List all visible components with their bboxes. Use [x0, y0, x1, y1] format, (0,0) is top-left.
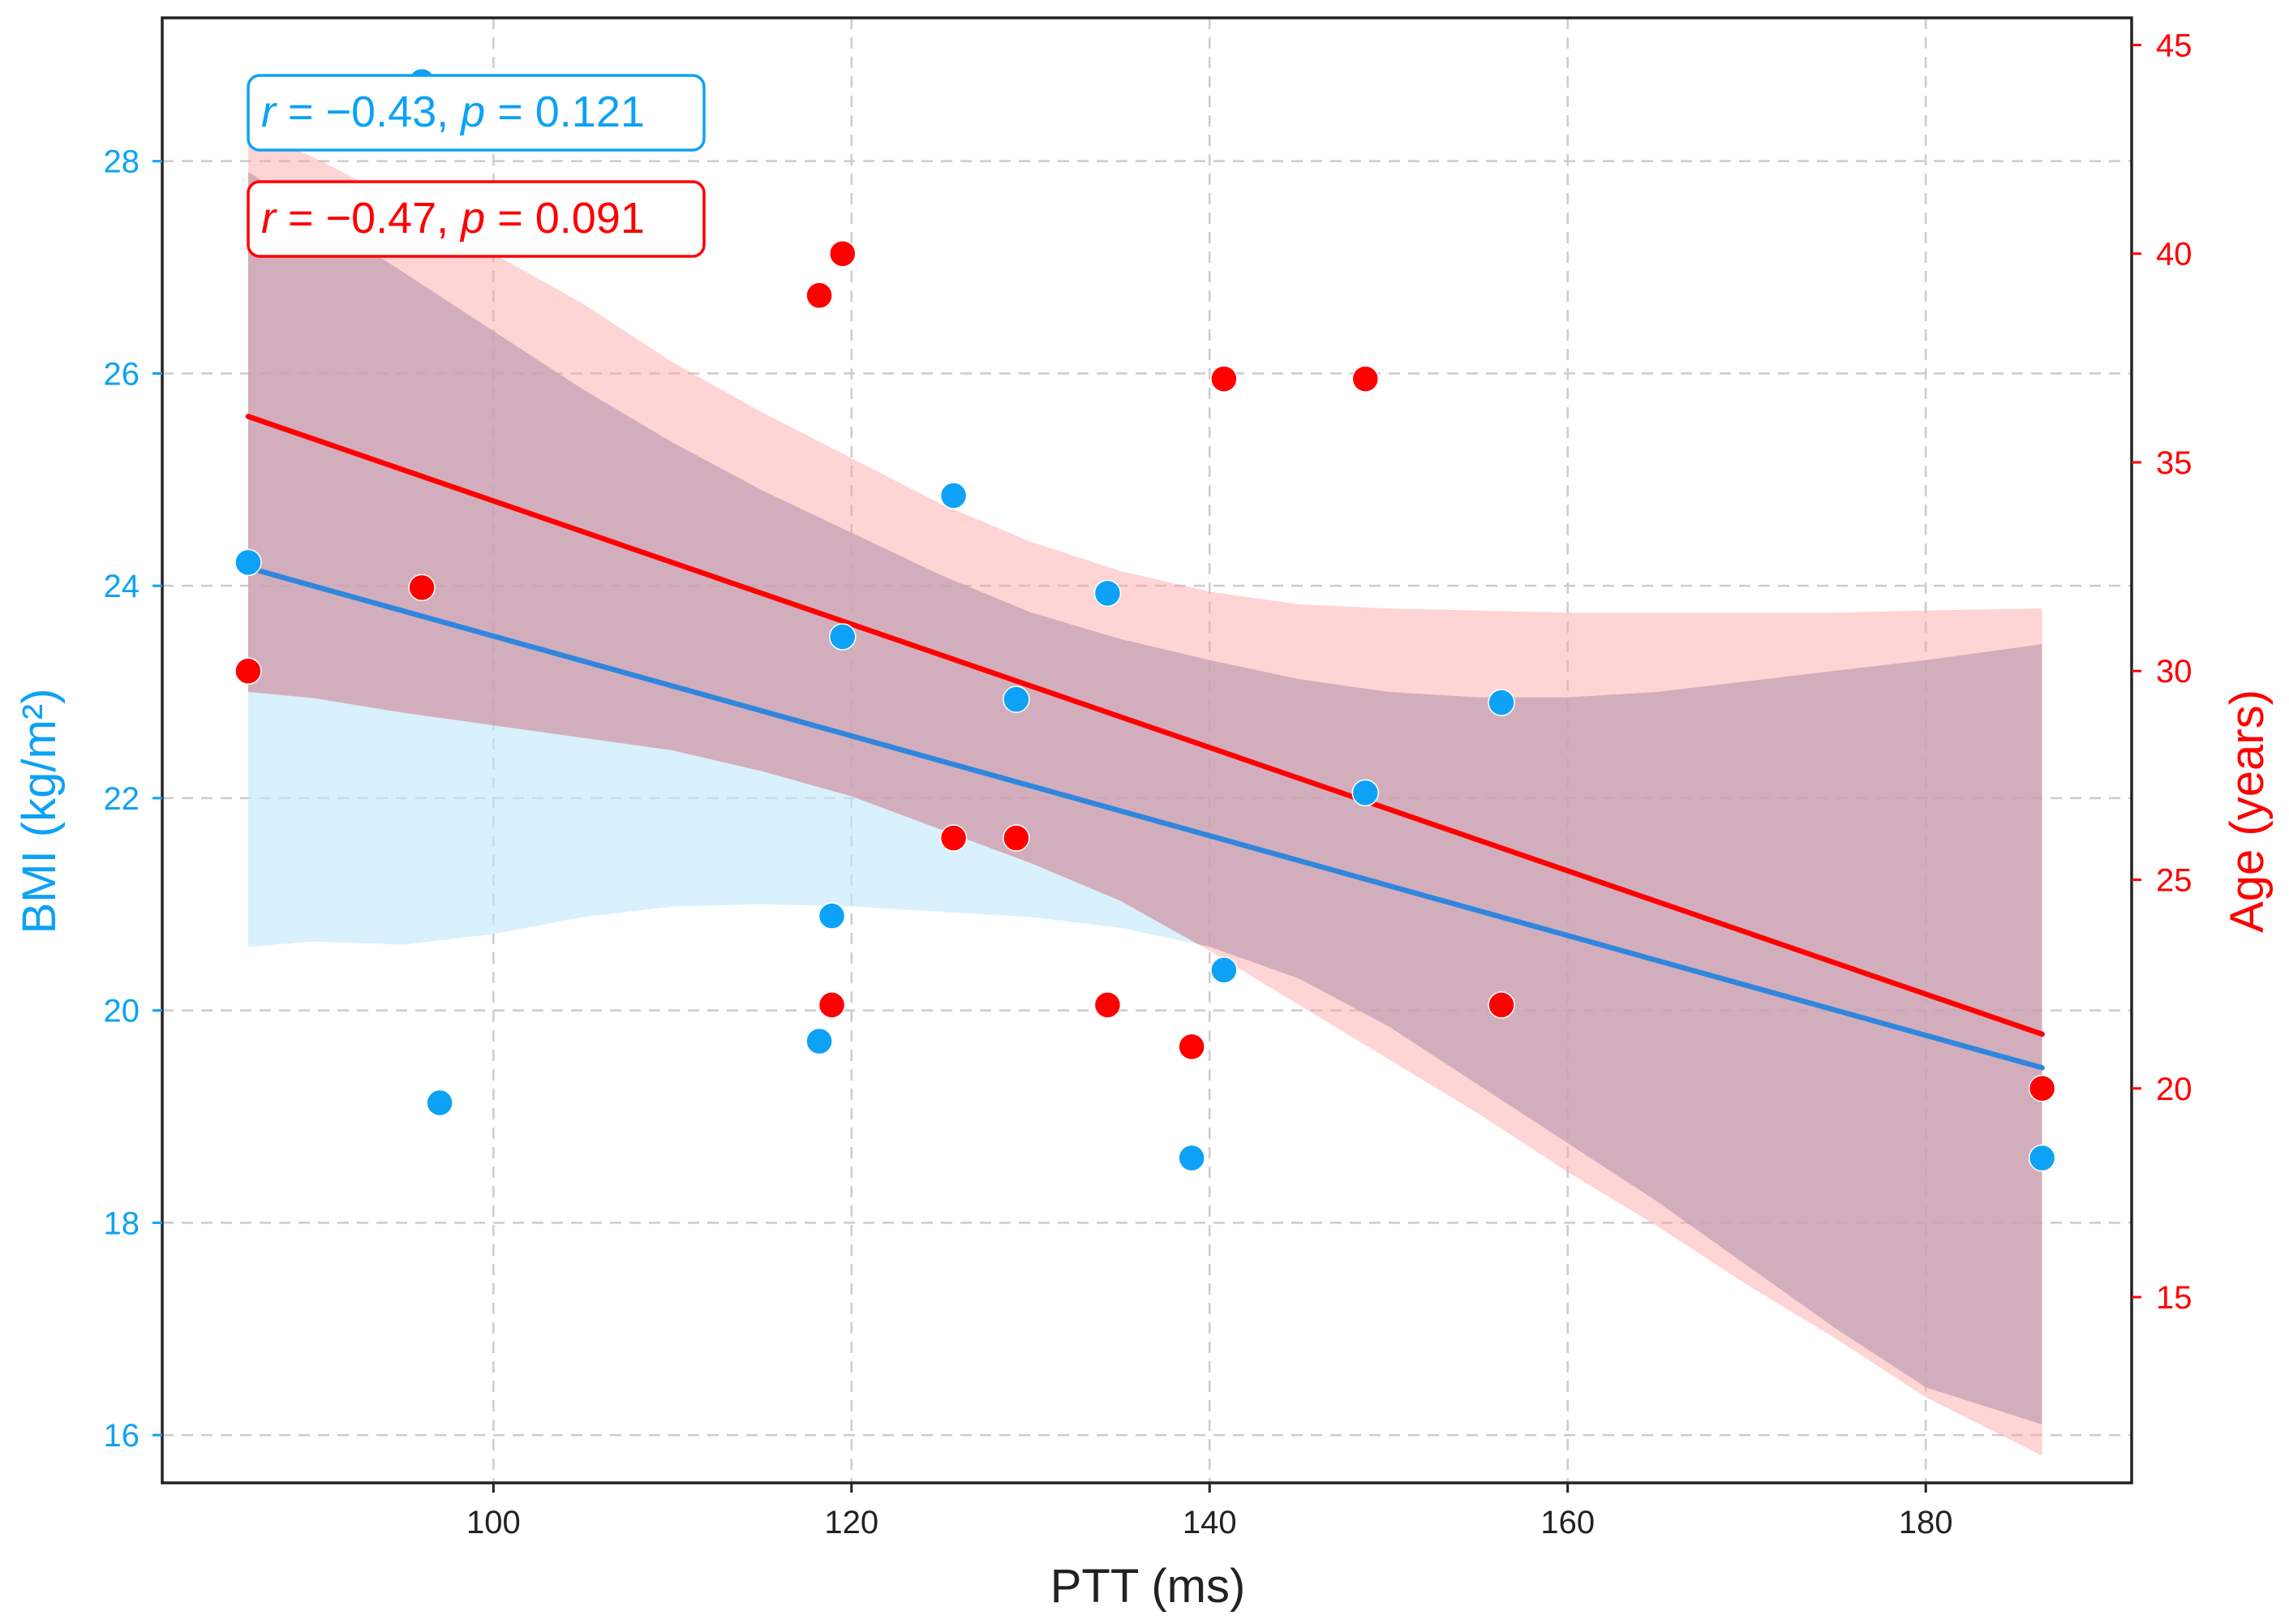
x-tick-label: 120 [824, 1505, 878, 1540]
bmi-point [1351, 779, 1380, 807]
annotation-age-r-symbol: r [261, 194, 277, 243]
annotation-age-p-symbol: p [459, 194, 485, 243]
y-right-tick-label: 45 [2156, 28, 2192, 63]
axis-ticks: 100 120 140 160 180 16 18 20 22 24 26 28 15 20 25 30 35 4… [104, 28, 2192, 1540]
y-left-tick-label: 20 [104, 994, 140, 1029]
age-point [818, 991, 846, 1019]
annotation-text-age: r = −0.47, p = 0.091 [261, 194, 645, 243]
y-left-tick-label: 18 [104, 1205, 140, 1241]
bmi-point [1093, 579, 1122, 608]
annotation-bmi-p-symbol: p [459, 88, 485, 136]
ci-band-bmi [247, 171, 2042, 1424]
y-right-tick-label: 25 [2156, 863, 2192, 899]
annotation-bmi-r-value: = −0.43, [276, 88, 461, 136]
age-point [939, 824, 968, 852]
y-left-tick-label: 28 [104, 144, 140, 180]
annotation-bmi-r-symbol: r [261, 88, 277, 136]
y-left-tick-label: 24 [104, 569, 140, 604]
annotation-age-r-value: = −0.47, [276, 194, 461, 243]
y-right-tick-label: 35 [2156, 445, 2192, 481]
age-point [1488, 991, 1515, 1019]
age-point [1003, 824, 1030, 852]
age-point [408, 574, 436, 602]
age-point [1093, 991, 1122, 1019]
age-point [2028, 1075, 2056, 1102]
x-tick-label: 160 [1540, 1505, 1595, 1540]
y-right-tick-label: 30 [2156, 654, 2192, 690]
grid [162, 18, 2132, 1483]
correlation-annotations: r = −0.43, p = 0.121 r = −0.47, p = 0.09… [247, 74, 706, 258]
confidence-bands [247, 128, 2042, 1456]
regression-line-age [245, 414, 2045, 1038]
bmi-point [829, 623, 857, 651]
age-point [1210, 365, 1238, 393]
regression-lines [245, 414, 2045, 1071]
y-left-tick-label: 26 [104, 356, 140, 392]
bmi-point [2028, 1144, 2056, 1172]
y-right-tick-label: 40 [2156, 237, 2192, 273]
regression-line-bmi [245, 565, 2045, 1071]
bmi-point [1210, 956, 1238, 984]
x-tick-label: 140 [1183, 1505, 1237, 1540]
x-tick-label: 180 [1899, 1505, 1953, 1540]
age-point [1351, 365, 1380, 393]
bmi-point [805, 1027, 833, 1055]
bmi-point [1003, 685, 1030, 713]
x-tick-label: 100 [466, 1505, 521, 1540]
age-point [234, 657, 262, 685]
x-axis-label: PTT (ms) [1050, 1560, 1246, 1613]
age-point [829, 239, 857, 268]
age-point [1178, 1033, 1205, 1061]
annotation-box-bmi [247, 74, 706, 152]
y-axis-left-label: BMI (kg/m²) [13, 689, 66, 934]
annotation-bmi-p-value: = 0.121 [485, 88, 645, 136]
annotation-age-p-value: = 0.091 [485, 194, 645, 243]
y-axis-right-label: Age (years) [2221, 690, 2274, 933]
bmi-point [939, 482, 968, 509]
y-left-tick-label: 22 [104, 781, 140, 817]
bmi-point [234, 548, 262, 577]
age-point [805, 281, 833, 309]
plot-frame [161, 16, 2133, 1484]
bmi-point [426, 1089, 453, 1117]
annotation-text-bmi: r = −0.43, p = 0.121 [261, 88, 645, 136]
bmi-point [1178, 1144, 1205, 1172]
y-left-tick-label: 16 [104, 1418, 140, 1454]
bmi-point [1488, 689, 1515, 716]
ci-band-overlap [247, 171, 2042, 1424]
y-right-tick-label: 20 [2156, 1072, 2192, 1107]
ci-band-age [247, 128, 2042, 1456]
y-right-tick-label: 15 [2156, 1280, 2192, 1316]
annotation-box-age [247, 180, 706, 258]
bmi-point [818, 902, 846, 930]
